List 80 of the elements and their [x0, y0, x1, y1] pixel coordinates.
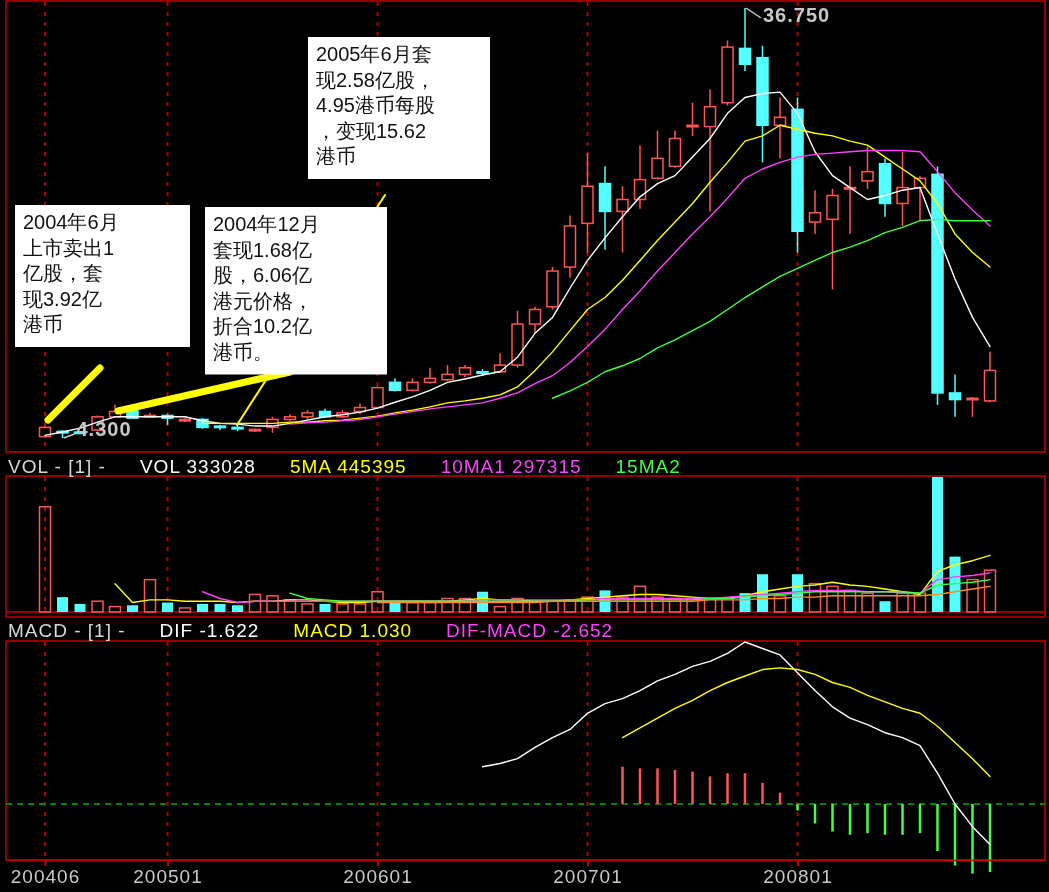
- candlestick: [738, 7, 752, 72]
- bar: [162, 602, 173, 612]
- annotation: 36.750: [763, 4, 831, 26]
- text: DIF-MACD -2.652: [446, 620, 614, 641]
- x-tick-label: 200801: [763, 866, 833, 888]
- candlestick: [651, 129, 664, 181]
- text: MACD 1.030: [293, 620, 413, 641]
- annotation: VOL - [1] -: [8, 456, 106, 477]
- bar: [866, 804, 869, 834]
- bar: [74, 603, 86, 612]
- bar: [691, 771, 694, 804]
- candlestick: [528, 306, 542, 335]
- bar: [796, 804, 799, 811]
- bar: [913, 592, 927, 613]
- annotation: 2004年6月上市卖出1亿股，套现3.92亿港币: [22, 211, 119, 335]
- annotation: 5MA 445395: [289, 456, 407, 477]
- annotation: 10MA1 297315: [440, 456, 582, 477]
- bar: [57, 597, 68, 612]
- bar: [178, 607, 192, 613]
- bar: [389, 602, 401, 612]
- bar: [932, 477, 943, 612]
- bar: [319, 603, 331, 612]
- bar: [651, 596, 664, 613]
- bar: [879, 601, 891, 612]
- x-tick-label: 200601: [343, 866, 413, 888]
- bar: [38, 505, 52, 613]
- bar: [248, 593, 262, 613]
- bar: [901, 804, 904, 835]
- bar: [616, 596, 629, 613]
- bar: [808, 582, 822, 613]
- bar: [301, 603, 314, 613]
- candlestick: [861, 145, 874, 190]
- bar: [761, 782, 764, 804]
- bar: [266, 595, 279, 613]
- bar: [353, 603, 367, 613]
- bar: [966, 578, 979, 613]
- bar: [458, 597, 472, 613]
- annotation: 2005年6月套现2.58亿股，4.95港币每股，变现15.62港币: [316, 43, 435, 167]
- bar: [197, 603, 208, 612]
- bar: [581, 596, 594, 613]
- candlestick: [826, 188, 839, 291]
- x-tick-label: 200406: [10, 866, 81, 888]
- bar: [214, 603, 226, 612]
- candlestick: [896, 151, 909, 227]
- bar: [936, 804, 939, 851]
- annotation: 15MA2: [615, 456, 681, 477]
- x-tick-label: 200501: [133, 866, 203, 888]
- candlestick: [423, 367, 437, 385]
- candlestick: [948, 373, 962, 418]
- bar: [371, 591, 384, 613]
- bar: [773, 595, 787, 613]
- bar: [91, 600, 104, 613]
- bar: [831, 804, 834, 832]
- candlestick: [686, 102, 699, 137]
- bar: [633, 585, 647, 613]
- bar: [983, 569, 997, 613]
- bar: [232, 605, 243, 612]
- text: MACD - [1] -: [8, 620, 126, 641]
- annotation: 2004年12月套现1.68亿股，6.06亿港元价格，折合10.2亿港币。: [213, 213, 320, 363]
- candlestick: [808, 189, 822, 235]
- bar: [726, 773, 729, 804]
- bar: [861, 592, 874, 613]
- bar: [441, 597, 454, 613]
- bar: [336, 603, 349, 613]
- text: DIF -1.622: [159, 620, 260, 641]
- bar: [127, 605, 138, 612]
- bar: [108, 605, 122, 613]
- bar: [656, 768, 659, 804]
- bar: [896, 592, 909, 613]
- bar: [843, 589, 857, 613]
- candlestick: [703, 88, 717, 213]
- bar: [493, 605, 507, 613]
- candlestick: [616, 185, 629, 254]
- annotation: VOL 333028: [139, 456, 256, 477]
- x-tick-label: 200701: [553, 866, 623, 888]
- bar: [511, 597, 524, 613]
- bar: [143, 578, 157, 613]
- bar: [971, 804, 974, 874]
- bar: [826, 585, 839, 613]
- bar: [621, 766, 624, 804]
